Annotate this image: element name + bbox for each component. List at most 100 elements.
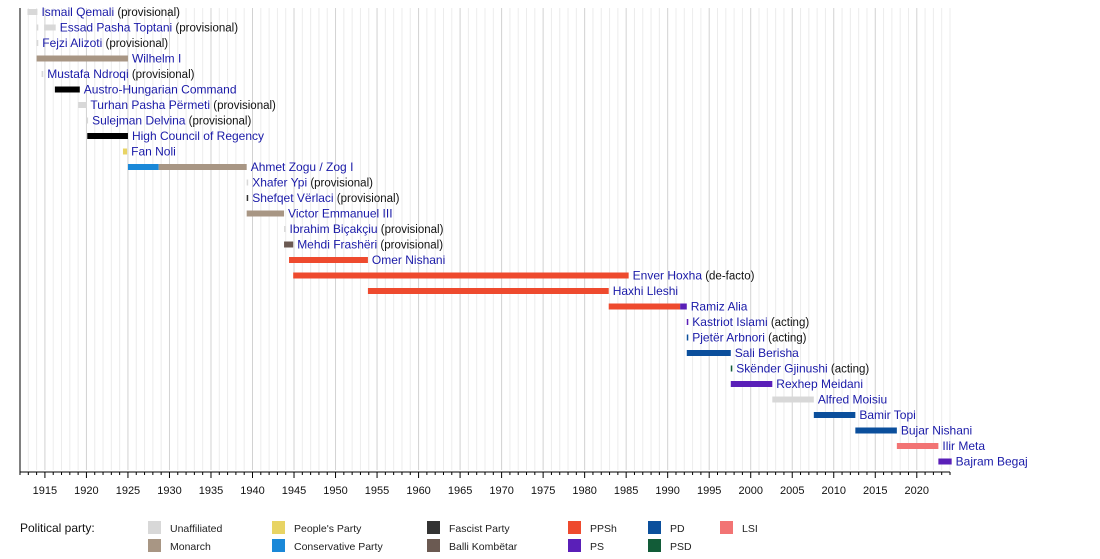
tenure-bar <box>730 381 773 387</box>
tick-label: 1990 <box>655 485 679 497</box>
tenure-bar <box>367 288 609 294</box>
president-name[interactable]: Wilhelm I <box>132 52 181 66</box>
legend-label: PD <box>670 523 685 535</box>
tenure-bar <box>158 164 247 170</box>
tenure-bar <box>772 396 814 403</box>
tenure-bar <box>127 164 159 170</box>
president-name[interactable]: Fan Noli <box>131 145 176 159</box>
legend-swatch <box>272 539 285 552</box>
row-label: Haxhi Lleshi <box>613 284 678 298</box>
tenure-bar <box>284 226 286 232</box>
legend-swatch <box>568 521 581 534</box>
tenure-bar <box>246 210 285 217</box>
legend-swatch <box>568 539 581 552</box>
tenure-bar <box>246 195 249 201</box>
president-name[interactable]: Bamir Topi <box>859 408 915 422</box>
bars <box>27 9 952 465</box>
president-name[interactable]: Ilir Meta <box>942 439 985 453</box>
president-name[interactable]: Fejzi Alizoti <box>42 36 102 50</box>
tick-label: 1920 <box>74 485 98 497</box>
legend-swatch <box>148 521 161 534</box>
president-note: (de-facto) <box>702 271 755 283</box>
president-name[interactable]: Xhafer Ypi <box>252 176 307 190</box>
president-name[interactable]: Shefqet Vërlaci <box>252 191 333 205</box>
tenure-bar <box>87 133 128 139</box>
row-label: Sali Berisha <box>735 346 799 360</box>
president-name[interactable]: Essad Pasha Toptani <box>60 21 173 35</box>
president-name[interactable]: High Council of Regency <box>132 129 264 143</box>
row-label: Ismail Qemali (provisional) <box>41 5 180 19</box>
row-label: Omer Nishani <box>372 253 445 267</box>
president-note: (acting) <box>828 364 870 376</box>
row-label: Sulejman Delvina (provisional) <box>92 114 251 128</box>
president-name[interactable]: Skënder Gjinushi <box>736 362 827 376</box>
tick-label: 1980 <box>572 485 596 497</box>
president-name[interactable]: Pjetër Arbnori <box>692 331 765 345</box>
tick-label: 2000 <box>738 485 762 497</box>
president-note: (provisional) <box>172 23 238 35</box>
president-name[interactable]: Turhan Pasha Përmeti <box>90 98 210 112</box>
president-note: (acting) <box>768 317 810 329</box>
president-name[interactable]: Ahmet Zogu / Zog I <box>251 160 354 174</box>
president-name[interactable]: Alfred Moisiu <box>818 393 887 407</box>
tick-label: 1960 <box>406 485 430 497</box>
tick-label: 2005 <box>780 485 804 497</box>
legend-label: PPSh <box>590 523 617 535</box>
president-note: (acting) <box>765 333 807 345</box>
president-name[interactable]: Ismail Qemali <box>41 5 114 19</box>
legend-label: Fascist Party <box>449 523 510 535</box>
legend-label: Conservative Party <box>294 541 383 553</box>
row-label: Skënder Gjinushi (acting) <box>736 362 869 376</box>
tick-label: 1970 <box>489 485 513 497</box>
president-name[interactable]: Rexhep Meidani <box>776 377 863 391</box>
tick-label: 1915 <box>33 485 57 497</box>
president-note: (provisional) <box>378 224 444 236</box>
president-name[interactable]: Sali Berisha <box>735 346 799 360</box>
row-label: Essad Pasha Toptani (provisional) <box>60 21 239 35</box>
tenure-bar <box>896 443 939 449</box>
tenure-bar <box>78 102 87 108</box>
row-label: Ilir Meta <box>942 439 985 453</box>
president-name[interactable]: Haxhi Lleshi <box>613 284 678 298</box>
president-name[interactable]: Victor Emmanuel III <box>288 207 392 221</box>
president-name[interactable]: Mustafa Ndroqi <box>47 67 128 81</box>
tenure-bar <box>36 55 128 62</box>
tick-label: 1935 <box>199 485 223 497</box>
tenure-bar <box>686 334 689 341</box>
president-name[interactable]: Mehdi Frashëri <box>297 238 377 252</box>
president-name[interactable]: Omer Nishani <box>372 253 445 267</box>
row-label: Bujar Nishani <box>901 424 972 438</box>
row-label: High Council of Regency <box>132 129 264 143</box>
president-name[interactable]: Ramiz Alia <box>691 300 748 314</box>
president-name[interactable]: Bujar Nishani <box>901 424 972 438</box>
legend-swatch <box>720 521 733 534</box>
row-label: Austro-Hungarian Command <box>84 83 237 97</box>
row-label: Alfred Moisiu <box>818 393 887 407</box>
president-name[interactable]: Enver Hoxha <box>633 269 703 283</box>
row-label: Bamir Topi <box>859 408 915 422</box>
president-name[interactable]: Kastriot Islami <box>692 315 767 329</box>
president-note: (provisional) <box>129 69 195 81</box>
president-name[interactable]: Sulejman Delvina <box>92 114 186 128</box>
tick-label: 1925 <box>116 485 140 497</box>
tenure-bar <box>86 117 89 124</box>
row-label: Mustafa Ndroqi (provisional) <box>47 67 194 81</box>
legend-swatch <box>648 539 661 552</box>
tick-label: 1965 <box>448 485 472 497</box>
president-name[interactable]: Bajram Begaj <box>956 455 1028 469</box>
row-label: Fejzi Alizoti (provisional) <box>42 36 168 50</box>
legend-swatch <box>148 539 161 552</box>
row-label: Rexhep Meidani <box>776 377 863 391</box>
president-name[interactable]: Ibrahim Biçakçiu <box>290 222 378 236</box>
tenure-bar <box>608 303 681 310</box>
president-name[interactable]: Austro-Hungarian Command <box>84 83 237 97</box>
president-note: (provisional) <box>334 193 400 205</box>
tenure-bar <box>122 148 128 155</box>
tick-label: 2020 <box>905 485 929 497</box>
row-label: Kastriot Islami (acting) <box>692 315 809 329</box>
tenure-bar <box>938 458 952 465</box>
tenure-bar <box>813 412 856 418</box>
row-label: Ibrahim Biçakçiu (provisional) <box>290 222 444 236</box>
tick-label: 1940 <box>240 485 264 497</box>
president-note: (provisional) <box>102 38 168 50</box>
